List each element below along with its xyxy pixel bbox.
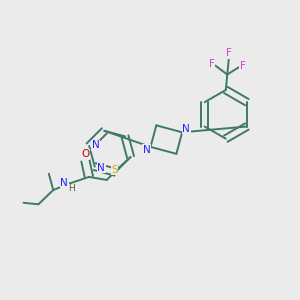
Text: S: S (111, 165, 118, 175)
Text: N: N (142, 145, 150, 155)
Text: N: N (60, 178, 68, 188)
Text: F: F (226, 48, 232, 58)
Text: F: F (240, 61, 246, 71)
Text: O: O (81, 149, 89, 159)
Text: N: N (98, 163, 105, 172)
Text: H: H (68, 184, 74, 193)
Text: F: F (209, 59, 215, 69)
Text: N: N (182, 124, 190, 134)
Text: N: N (92, 140, 100, 150)
